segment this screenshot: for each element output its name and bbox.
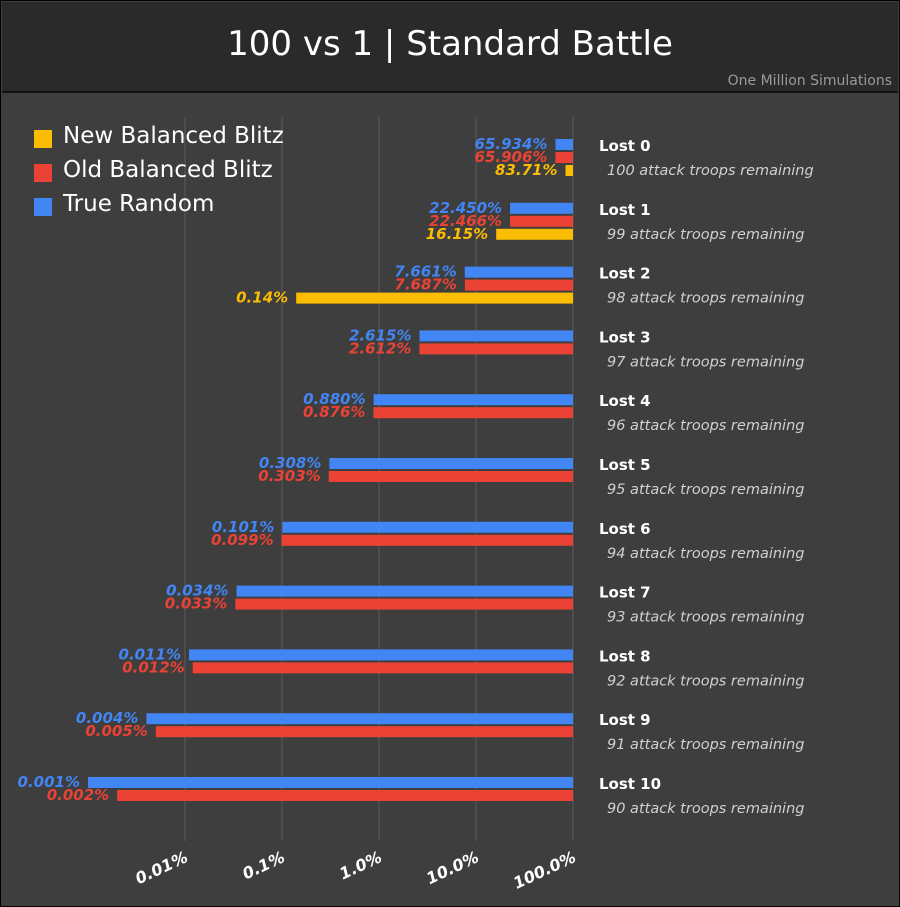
data-label-true-random: 0.308% xyxy=(259,454,321,472)
category-subtitle: 100 attack troops remaining xyxy=(607,163,814,179)
bar-true-random xyxy=(419,330,573,342)
data-label-true-random: 0.004% xyxy=(76,709,138,727)
category-subtitle: 93 attack troops remaining xyxy=(607,610,804,626)
x-tick-label: 100.0% xyxy=(510,847,578,892)
category-subtitle: 99 attack troops remaining xyxy=(607,227,804,243)
category-label: Lost 6 xyxy=(599,520,651,538)
data-label-true-random: 0.880% xyxy=(303,390,365,408)
bar-old-balanced-blitz xyxy=(281,534,573,546)
x-tick-label: 0.01% xyxy=(132,847,190,888)
bar-true-random xyxy=(282,521,573,533)
bar-true-random xyxy=(555,139,573,150)
bar-new-balanced-blitz xyxy=(496,228,573,240)
data-label-old-balanced-blitz: 0.033% xyxy=(165,595,227,613)
bar-true-random xyxy=(236,585,573,597)
bar-true-random xyxy=(329,458,573,469)
category-label: Lost 1 xyxy=(599,201,651,219)
category-subtitle: 95 attack troops remaining xyxy=(607,482,804,498)
bar-true-random xyxy=(510,202,573,214)
bar-old-balanced-blitz xyxy=(235,598,574,610)
bar-new-balanced-blitz xyxy=(296,292,573,304)
bar-old-balanced-blitz xyxy=(328,471,573,482)
data-label-old-balanced-blitz: 0.303% xyxy=(258,467,320,485)
category-subtitle: 92 attack troops remaining xyxy=(607,673,804,689)
legend-swatch-new-balanced-blitz xyxy=(34,130,52,148)
bar-old-balanced-blitz xyxy=(419,343,573,355)
category-label: Lost 10 xyxy=(599,775,661,793)
data-label-new-balanced-blitz: 83.71% xyxy=(495,161,557,179)
data-label-true-random: 0.034% xyxy=(166,582,228,600)
bar-true-random xyxy=(88,777,573,788)
bar-true-random xyxy=(464,266,573,278)
data-label-old-balanced-blitz: 0.012% xyxy=(122,658,184,676)
bar-true-random xyxy=(373,394,573,406)
bar-old-balanced-blitz xyxy=(117,790,573,801)
data-label-true-random: 7.661% xyxy=(394,263,456,281)
data-label-true-random: 0.101% xyxy=(212,518,274,536)
data-label-true-random: 0.011% xyxy=(119,645,181,663)
category-label: Lost 5 xyxy=(599,456,651,474)
data-label-old-balanced-blitz: 0.005% xyxy=(85,722,147,740)
bar-new-balanced-blitz xyxy=(565,165,573,176)
legend-label: New Balanced Blitz xyxy=(63,123,284,149)
bar-old-balanced-blitz xyxy=(192,662,573,674)
bar-true-random xyxy=(189,649,574,661)
category-label: Lost 8 xyxy=(599,647,651,665)
data-label-true-random: 0.001% xyxy=(18,773,80,791)
data-label-old-balanced-blitz: 0.002% xyxy=(47,786,109,804)
legend-swatch-true-random xyxy=(34,198,52,216)
x-tick-label: 0.1% xyxy=(239,847,287,883)
chart-title: 100 vs 1 | Standard Battle xyxy=(227,24,673,64)
x-tick-label: 1.0% xyxy=(336,847,384,883)
category-label: Lost 3 xyxy=(599,328,651,346)
category-label: Lost 7 xyxy=(599,584,651,602)
bar-old-balanced-blitz xyxy=(464,279,573,291)
category-subtitle: 90 attack troops remaining xyxy=(607,801,804,817)
bar-old-balanced-blitz xyxy=(555,152,573,163)
chart-subtitle: One Million Simulations xyxy=(727,73,892,89)
data-label-new-balanced-blitz: 16.15% xyxy=(426,225,488,243)
category-subtitle: 94 attack troops remaining xyxy=(607,546,804,562)
bar-old-balanced-blitz xyxy=(373,407,573,419)
data-label-old-balanced-blitz: 2.612% xyxy=(349,339,411,357)
data-label-old-balanced-blitz: 0.099% xyxy=(211,531,273,549)
bar-old-balanced-blitz xyxy=(155,726,573,738)
x-tick-label: 10.0% xyxy=(423,847,481,888)
category-subtitle: 96 attack troops remaining xyxy=(607,418,804,434)
legend-label: Old Balanced Blitz xyxy=(63,157,273,183)
bar-old-balanced-blitz xyxy=(510,215,573,227)
data-label-new-balanced-blitz: 0.14% xyxy=(236,289,288,307)
category-subtitle: 98 attack troops remaining xyxy=(607,291,804,307)
header-bar: 100 vs 1 | Standard Battle One Million S… xyxy=(2,2,898,93)
bar-true-random xyxy=(146,713,573,725)
category-label: Lost 0 xyxy=(599,137,651,155)
data-label-true-random: 2.615% xyxy=(349,326,411,344)
legend-label: True Random xyxy=(63,191,215,217)
category-label: Lost 2 xyxy=(599,265,651,283)
category-subtitle: 97 attack troops remaining xyxy=(607,354,804,370)
data-label-true-random: 65.934% xyxy=(475,135,548,153)
data-label-old-balanced-blitz: 65.906% xyxy=(475,148,548,166)
data-label-old-balanced-blitz: 7.687% xyxy=(394,276,456,294)
data-label-old-balanced-blitz: 22.466% xyxy=(429,212,502,230)
category-label: Lost 9 xyxy=(599,711,651,729)
data-label-old-balanced-blitz: 0.876% xyxy=(303,403,365,421)
legend-swatch-old-balanced-blitz xyxy=(34,164,52,182)
category-subtitle: 91 attack troops remaining xyxy=(607,737,804,753)
data-label-true-random: 22.450% xyxy=(429,199,502,217)
category-label: Lost 4 xyxy=(599,392,651,410)
